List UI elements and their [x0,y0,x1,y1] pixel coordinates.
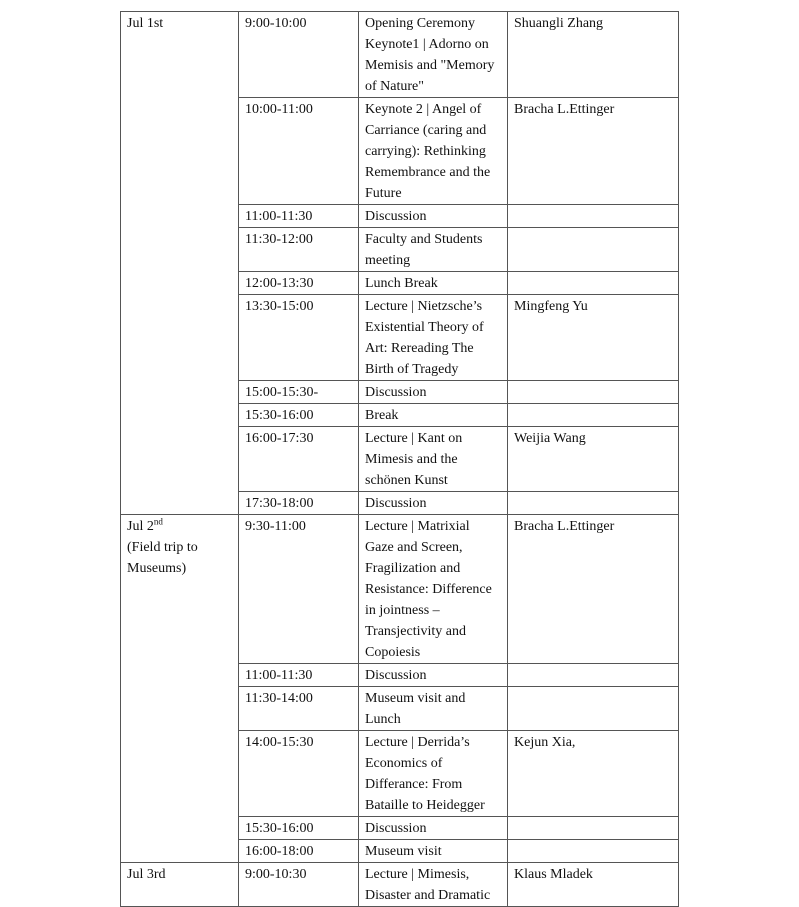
time-cell: 14:00-15:30 [238,730,359,817]
table-row: Jul 1st 9:00-10:00 Opening Ceremony Keynot… [120,11,679,515]
table-row: 14:00-15:30 Lecture | Derrida’s Economics… [121,730,679,817]
day-cell: Jul 3rd [120,862,239,907]
session-title-cell: Museum visit [358,839,508,863]
day-cell: Jul 2nd (Field trip to Museums) [120,514,239,863]
day-label: Jul 1st [127,16,164,31]
session-title-cell: Keynote 2 | Angel of Carriance (caring a… [358,97,508,205]
session-title-cell: Discussion [358,380,508,404]
day-note: (Field trip to Museums) [127,540,198,576]
time-cell: 16:00-18:00 [238,839,359,863]
day-cell: Jul 1st [120,11,239,515]
session-title-cell: Discussion [358,491,508,515]
time-cell: 13:30-15:00 [238,294,359,381]
speaker-cell: Kejun Xia, [507,730,679,817]
session-title-cell: Opening Ceremony Keynote1 | Adorno on Me… [358,11,508,98]
time-cell: 11:30-12:00 [238,227,359,272]
speaker-cell: Weijia Wang [507,426,679,492]
time-cell: 16:00-17:30 [238,426,359,492]
table-row: 11:00-11:30 Discussion [121,204,679,228]
table-row: 15:30-16:00 Break [121,403,679,427]
time-cell: 15:00-15:30- [238,380,359,404]
session-title-cell: Lecture | Nietzsche’s Existential Theory… [358,294,508,381]
session-title-cell: Lecture | Kant on Mimesis and the schöne… [358,426,508,492]
speaker-cell [507,204,679,228]
time-cell: 11:30-14:00 [238,686,359,731]
table-row: 16:00-18:00 Museum visit [121,839,679,863]
table-row: Jul 2nd (Field trip to Museums) 9:30-11:00… [120,514,679,863]
time-cell: 15:30-16:00 [238,403,359,427]
session-title-cell: Lunch Break [358,271,508,295]
schedule-table: Jul 1st 9:00-10:00 Opening Ceremony Keynot… [120,11,679,907]
session-title-cell: Lecture | Derrida’s Economics of Differa… [358,730,508,817]
table-row: 13:30-15:00 Lecture | Nietzsche’s Existen… [121,294,679,381]
speaker-cell [507,380,679,404]
table-row: 11:30-12:00 Faculty and Students meeting [121,227,679,272]
table-row: 15:00-15:30- Discussion [121,380,679,404]
time-cell: 9:00-10:00 [238,11,359,98]
speaker-cell: Bracha L.Ettinger [507,514,679,664]
speaker-cell [507,839,679,863]
table-row: Jul 3rd 9:00-10:30 Lecture | Mimesis, Disa… [120,862,679,907]
time-cell: 10:00-11:00 [238,97,359,205]
table-row: 16:00-17:30 Lecture | Kant on Mimesis and… [121,426,679,492]
speaker-cell: Bracha L.Ettinger [507,97,679,205]
speaker-cell: Shuangli Zhang [507,11,679,98]
table-row: 12:00-13:30 Lunch Break [121,271,679,295]
table-row: 10:00-11:00 Keynote 2 | Angel of Carrianc… [121,97,679,205]
session-title-cell: Break [358,403,508,427]
session-title-cell: Lecture | Mimesis, Disaster and Dramatic [358,862,508,907]
time-cell: 11:00-11:30 [238,663,359,687]
session-title-cell: Faculty and Students meeting [358,227,508,272]
day-suffix: nd [153,516,163,527]
speaker-cell [507,227,679,272]
speaker-cell [507,271,679,295]
speaker-cell [507,491,679,515]
speaker-cell [507,663,679,687]
time-cell: 15:30-16:00 [238,816,359,840]
time-cell: 12:00-13:30 [238,271,359,295]
session-title-cell: Discussion [358,816,508,840]
time-cell: 17:30-18:00 [238,491,359,515]
day-label: Jul 2 [127,519,154,534]
schedule-body: Jul 1st 9:00-10:00 Opening Ceremony Keynot… [120,11,679,907]
time-cell: 11:00-11:30 [238,204,359,228]
speaker-cell [507,403,679,427]
speaker-cell: Mingfeng Yu [507,294,679,381]
session-title-cell: Discussion [358,204,508,228]
session-title-cell: Museum visit and Lunch [358,686,508,731]
day-label: Jul 3rd [127,867,166,882]
time-cell: 9:30-11:00 [238,514,359,664]
speaker-cell [507,816,679,840]
table-row: 11:30-14:00 Museum visit and Lunch [121,686,679,731]
speaker-cell: Klaus Mladek [507,862,679,907]
speaker-cell [507,686,679,731]
time-cell: 9:00-10:30 [238,862,359,907]
session-title-cell: Lecture | Matrixial Gaze and Screen, Fra… [358,514,508,664]
table-row: 17:30-18:00 Discussion [121,491,679,515]
session-title-cell: Discussion [358,663,508,687]
